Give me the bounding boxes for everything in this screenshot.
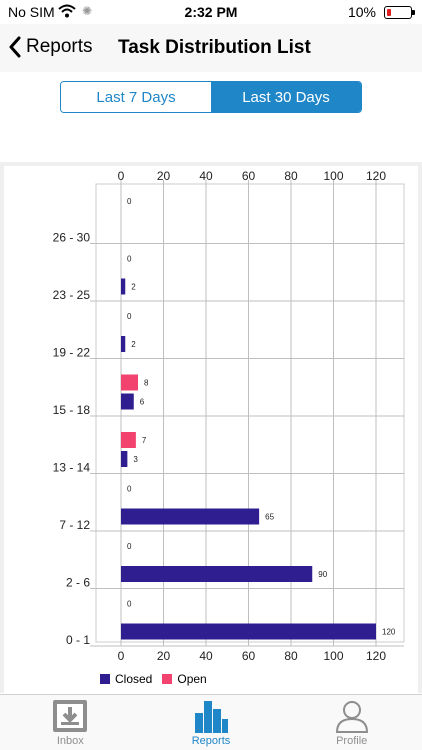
data-label-open: 0 [127,255,132,264]
plot-frame [95,183,405,643]
segment-last-30-days[interactable]: Last 30 Days [211,82,361,112]
x-tick-label-top: 120 [366,169,386,183]
back-label: Reports [26,36,93,57]
data-label-open: 0 [127,542,132,551]
bar-open [121,432,136,448]
x-tick-label-top: 100 [323,169,343,183]
tab-inbox-label: Inbox [56,735,84,747]
legend-item-open: Open [162,672,207,686]
inbox-download-icon [53,700,88,732]
tab-reports[interactable]: Reports [141,695,282,750]
y-tick-label: 7 - 12 [59,518,90,532]
tab-inbox[interactable]: Inbox [0,695,141,750]
back-button[interactable]: Reports [8,36,93,58]
tab-bar: Inbox Reports Profile [0,694,422,750]
data-label-closed: 2 [131,283,136,292]
x-tick-label-bottom: 20 [157,649,171,663]
legend-swatch-open [162,674,173,684]
y-tick-label: 15 - 18 [53,403,91,417]
data-label-closed: 65 [265,513,274,522]
x-tick-label-bottom: 80 [284,649,298,663]
legend-label-open: Open [177,672,207,686]
x-tick-label-bottom: 60 [242,649,256,663]
battery-percent: 10% [347,4,376,20]
x-tick-label-top: 40 [199,169,213,183]
data-label-open: 0 [127,600,132,609]
data-label-open: 8 [144,379,149,388]
x-tick-label-bottom: 100 [323,649,343,663]
x-tick-label-bottom: 120 [366,649,386,663]
bar-open [121,374,138,391]
bar-closed [121,623,376,640]
y-tick-label: 23 - 25 [53,288,91,302]
chart-legend: Closed Open [100,672,217,686]
carrier-label: No SIM [8,4,55,20]
x-tick-label-top: 0 [118,169,125,183]
bar-closed [121,508,260,525]
legend-item-closed: Closed [100,672,152,686]
segment-last-7-days[interactable]: Last 7 Days [61,82,211,112]
legend-swatch-closed [100,674,110,684]
activity-spinner-icon: ✺ [82,4,93,18]
navigation-bar: Reports Task Distribution List [0,24,422,72]
period-segmented-control: Last 7 Days Last 30 Days [60,81,362,113]
data-label-closed: 3 [133,455,138,464]
tab-profile-label: Profile [336,735,368,747]
y-tick-label: 26 - 30 [53,231,91,245]
tab-reports-label: Reports [191,735,231,747]
data-label-closed: 90 [318,570,327,579]
wifi-icon [58,4,76,21]
status-bar: No SIM ✺ 2:32 PM 10% [0,0,422,24]
y-tick-label: 19 - 22 [53,346,91,360]
x-tick-label-top: 80 [284,169,298,183]
bar-closed [121,393,134,410]
chart-panel: 0 0 20 20 40 40 60 60 80 80 100 100 120 120 26 - 30 23 … [0,162,422,693]
y-tick-label: 0 - 1 [66,633,90,647]
bar-closed [121,278,126,295]
x-tick-label-top: 60 [242,169,256,183]
data-label-closed: 2 [131,340,136,349]
y-tick-label: 13 - 14 [53,461,91,475]
bar-chart-icon [195,701,228,733]
data-label-open: 0 [127,312,132,321]
data-label-open: 0 [127,485,132,494]
data-label-closed: 6 [140,398,145,407]
data-label-open: 7 [142,436,147,445]
x-tick-label-bottom: 0 [118,649,125,663]
x-tick-label-top: 20 [157,169,171,183]
data-label-closed: 120 [382,628,396,637]
status-time: 2:32 PM [184,4,238,20]
chart-card [4,166,418,693]
tab-profile[interactable]: Profile [281,695,422,750]
bar-closed [121,566,313,582]
data-label-open: 0 [127,197,132,206]
page-title: Task Distribution List [118,37,311,58]
x-tick-label-bottom: 40 [199,649,213,663]
legend-label-closed: Closed [115,672,153,686]
bar-closed [121,336,126,352]
y-tick-label: 2 - 6 [66,576,90,590]
chevron-left-icon [9,36,21,58]
person-icon [335,701,368,733]
bar-closed [121,451,128,467]
battery-icon [384,6,415,19]
